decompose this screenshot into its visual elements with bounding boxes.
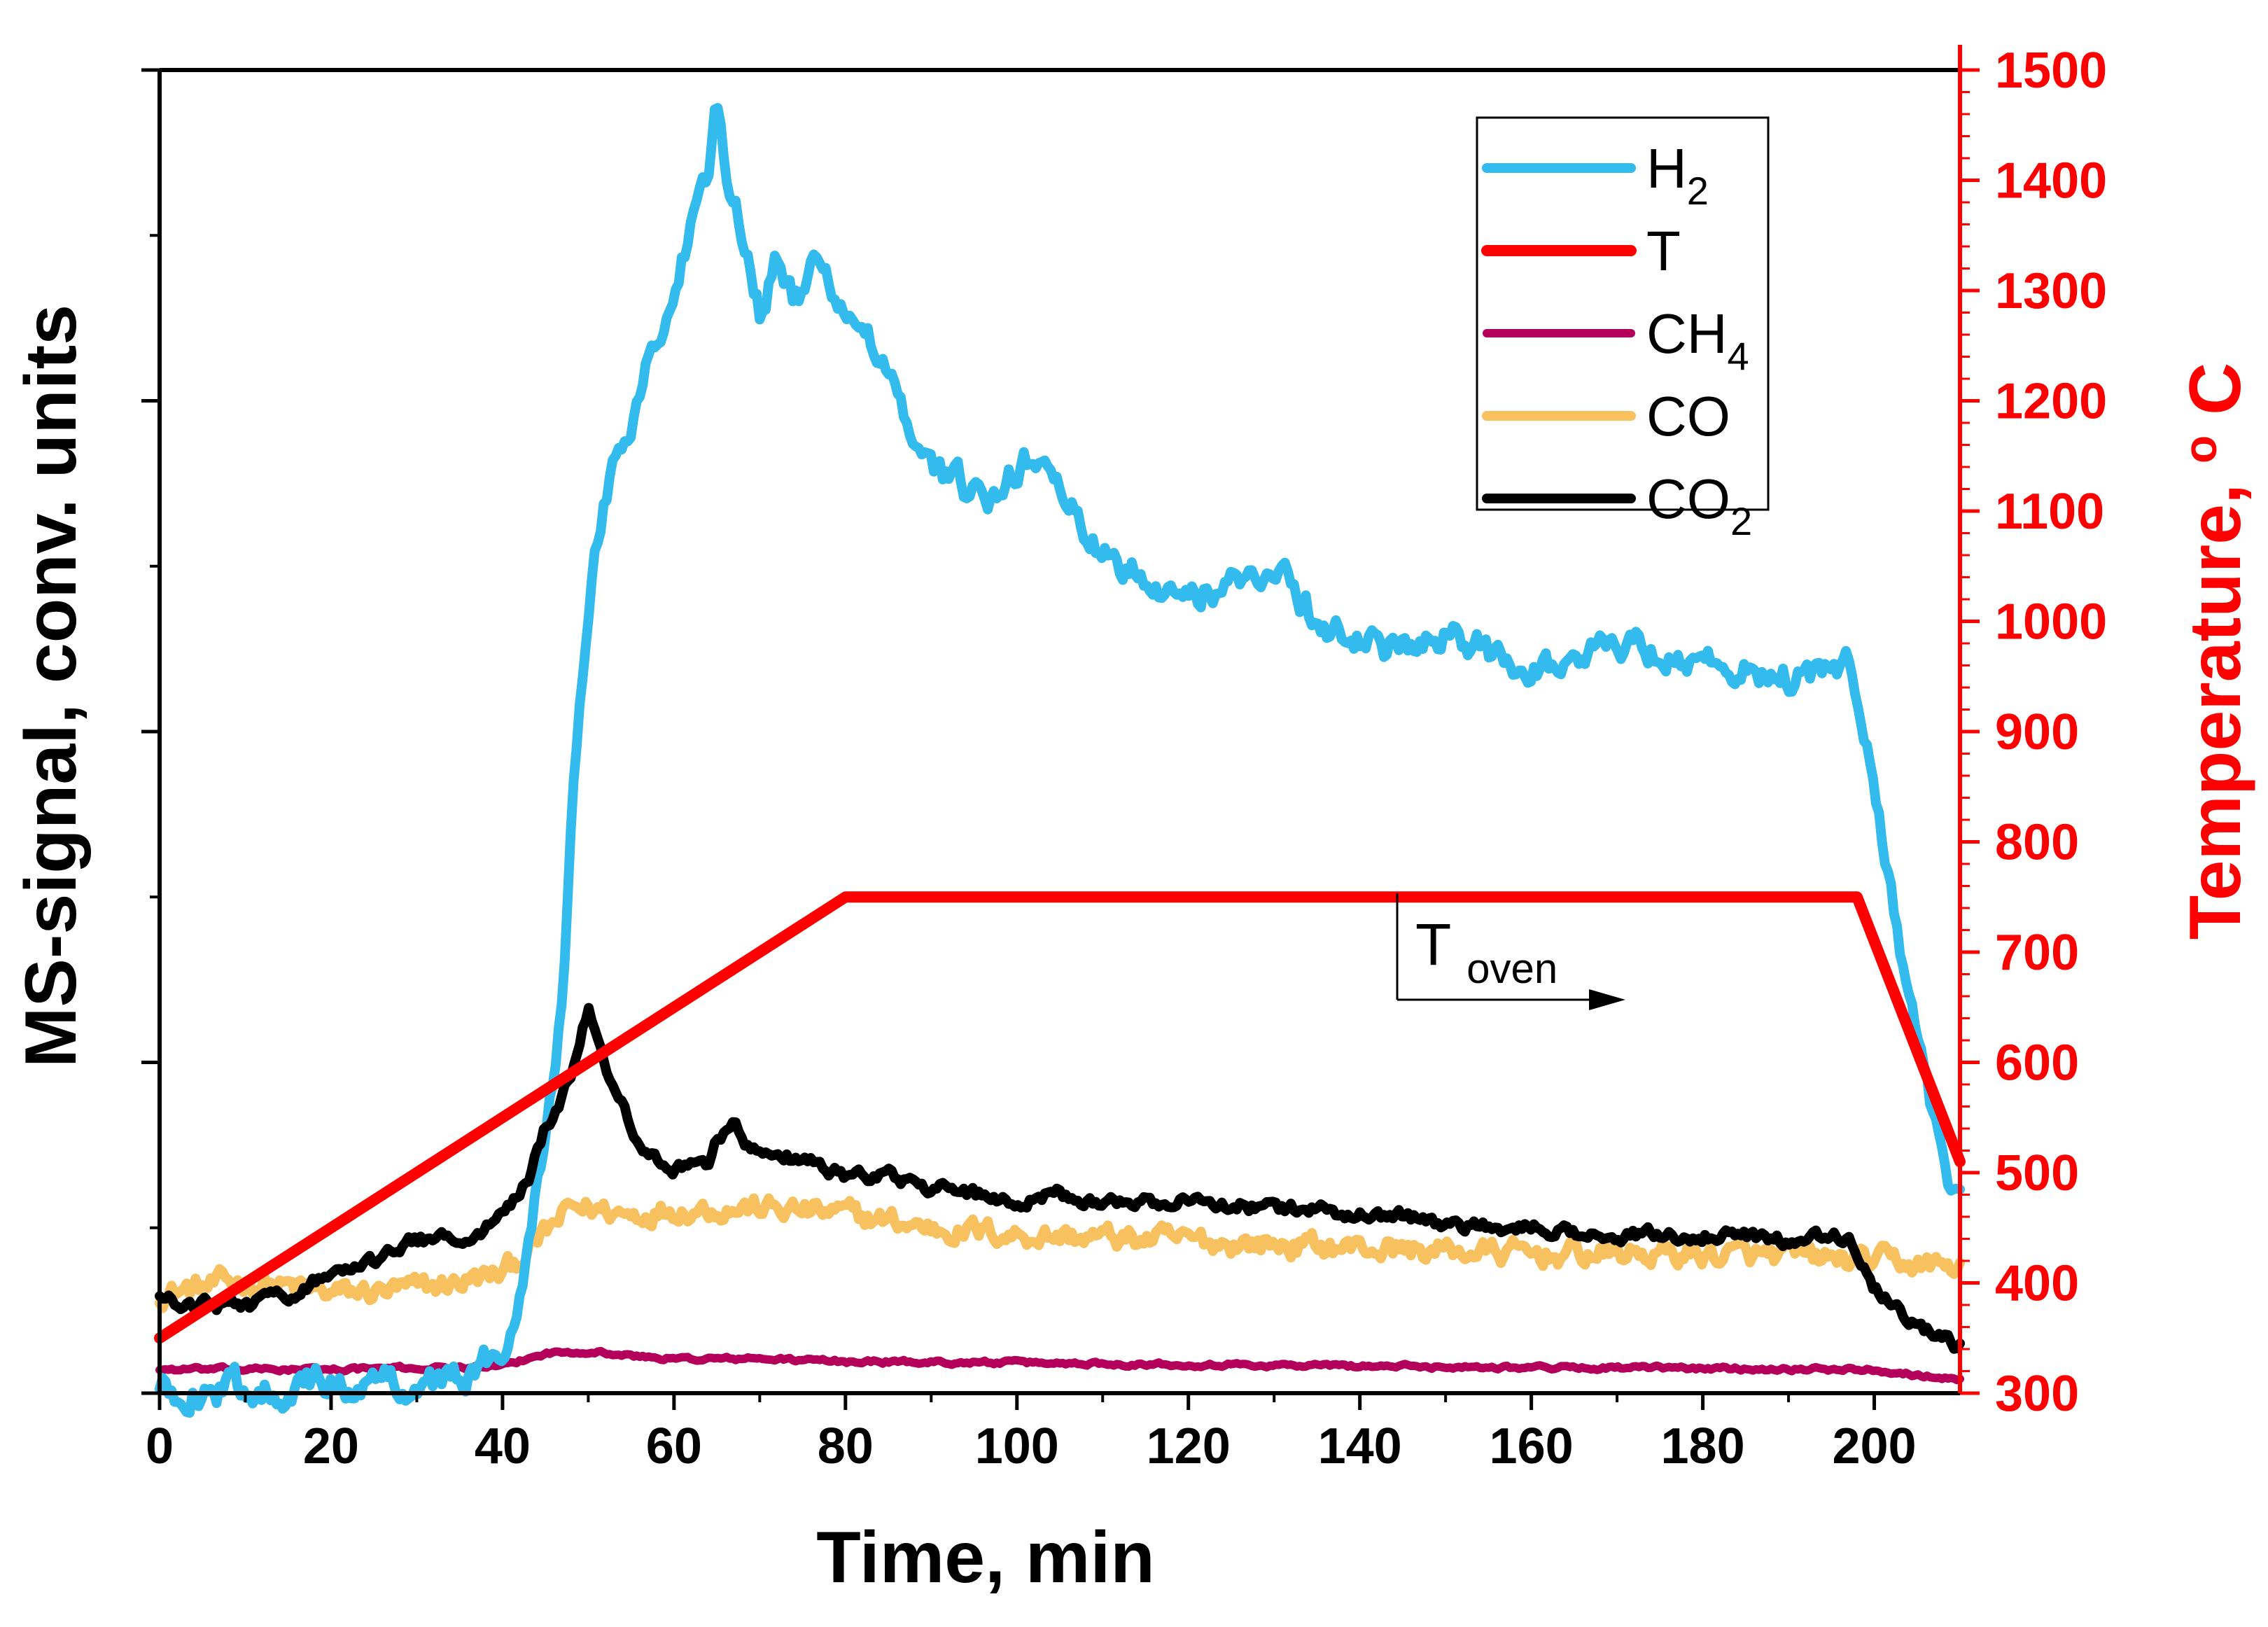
legend-label-base: CO	[1646, 385, 1730, 447]
x-tick-label: 100	[975, 1418, 1059, 1474]
y-right-tick-label: 1100	[1995, 484, 2104, 540]
x-axis-title: Time, min	[816, 1517, 1155, 1598]
oven-annotation-sub: oven	[1466, 945, 1558, 992]
x-tick-label: 80	[818, 1418, 874, 1474]
y-right-tick-label: 1400	[1995, 153, 2107, 209]
x-tick-label: 160	[1490, 1418, 1574, 1474]
y-axis-right-title-degree: o	[2174, 435, 2226, 463]
legend-label-sub: 2	[1730, 499, 1752, 543]
series-line-co2	[155, 1003, 1965, 1354]
ticks-layer: 0 20 40 60 80 100 120 140 160 180 200 300 400 500 600 7…	[141, 43, 2107, 1474]
legend-label-t: T	[1646, 220, 1681, 282]
series-line-ch4	[155, 1346, 1964, 1385]
y-right-tick-label: 800	[1995, 815, 2079, 871]
y-right-tick-label: 1200	[1995, 374, 2107, 430]
legend-label-base: T	[1646, 220, 1681, 282]
y-right-tick-label: 500	[1995, 1145, 2079, 1201]
legend-label-co: CO	[1646, 385, 1730, 447]
series-line-t	[154, 891, 1966, 1344]
legend-label-sub: 4	[1728, 334, 1749, 378]
series-layer	[154, 103, 1966, 1418]
x-tick-label: 20	[303, 1418, 359, 1474]
x-tick-label: 120	[1147, 1418, 1231, 1474]
series-line-h2	[155, 103, 1965, 1418]
legend-label-ch4: CH4	[1646, 302, 1749, 378]
legend-label-h2: H2	[1646, 137, 1709, 213]
legend-label-base: CH	[1646, 302, 1728, 365]
y-axis-left-title: MS-signal, conv. units	[10, 305, 92, 1068]
y-axis-right-title-text: Temperature,	[2175, 463, 2256, 940]
x-tick-label: 60	[646, 1418, 702, 1474]
legend-label-sub: 2	[1687, 169, 1709, 213]
x-tick-label: 40	[475, 1418, 531, 1474]
y-right-tick-label: 1000	[1995, 594, 2107, 650]
series-line-co	[155, 1193, 1965, 1313]
oven-annotation-label: T oven	[1415, 912, 1558, 992]
oven-annotation-arrow-head	[1589, 989, 1625, 1010]
axes-layer	[158, 45, 1962, 1395]
legend-label-co2: CO2	[1646, 468, 1752, 543]
x-tick-label: 200	[1832, 1418, 1916, 1474]
y-right-tick-label: 1500	[1995, 43, 2107, 99]
y-right-tick-label: 400	[1995, 1256, 2079, 1312]
y-right-tick-label: 1300	[1995, 263, 2107, 319]
oven-annotation: T oven	[1396, 893, 1625, 1010]
legend-label-base: H	[1646, 137, 1687, 200]
x-tick-label: 180	[1661, 1418, 1745, 1474]
y-right-tick-label: 900	[1995, 704, 2079, 760]
oven-annotation-base: T	[1415, 912, 1450, 977]
x-tick-label: 0	[146, 1418, 174, 1474]
y-axis-right-title: Temperature, o C	[2151, 363, 2256, 940]
legend-label-base: CO	[1646, 468, 1730, 530]
y-right-tick-label: 300	[1995, 1366, 2079, 1422]
y-right-tick-label: 700	[1995, 925, 2079, 981]
y-axis-right-title-unit: C	[2175, 363, 2256, 415]
x-tick-label: 140	[1318, 1418, 1402, 1474]
legend-box	[1476, 116, 1770, 511]
y-right-tick-label: 600	[1995, 1035, 2079, 1091]
